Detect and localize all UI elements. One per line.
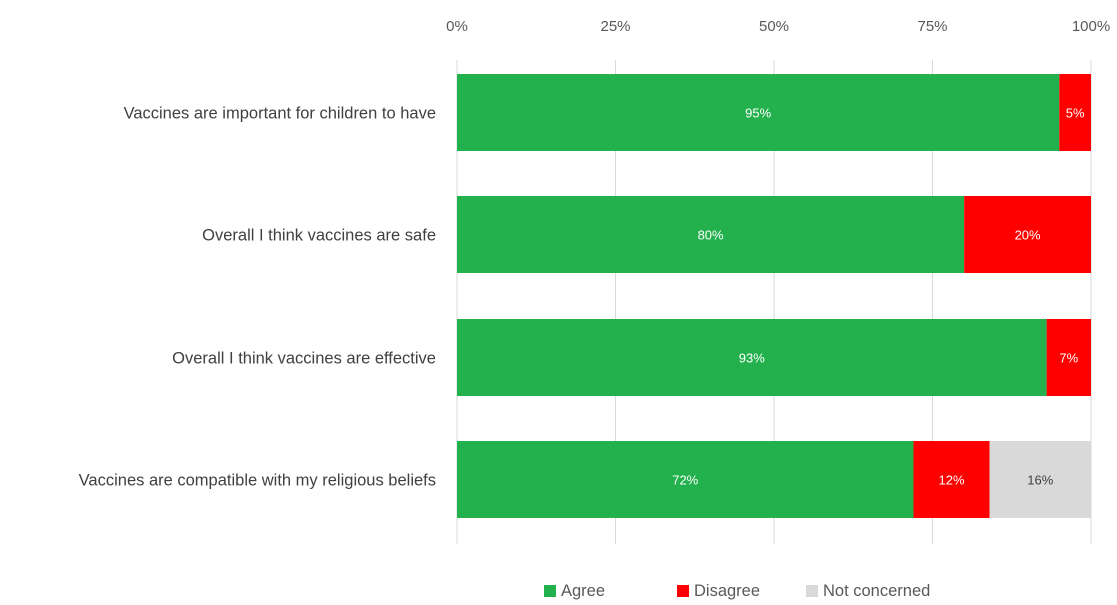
bar-segment-agree — [457, 441, 914, 518]
legend-label: Agree — [561, 582, 605, 600]
bars — [457, 74, 1091, 518]
data-label: 5% — [1066, 106, 1085, 121]
bar-segment-disagree — [913, 441, 990, 518]
bar-segment-agree — [457, 74, 1060, 151]
x-tick-label: 25% — [600, 18, 630, 35]
data-label: 95% — [745, 106, 771, 121]
bar-segment-disagree — [1059, 74, 1091, 151]
data-label: 72% — [672, 473, 698, 488]
x-tick-label: 100% — [1072, 18, 1110, 35]
data-label: 7% — [1059, 351, 1078, 366]
bar-segment-not-concerned — [989, 441, 1091, 518]
bar-segment-agree — [457, 196, 965, 273]
category-label: Vaccines are important for children to h… — [124, 105, 436, 123]
data-label: 20% — [1015, 228, 1041, 243]
legend-swatch — [544, 585, 556, 597]
x-tick-label: 0% — [446, 18, 468, 35]
legend-swatch — [806, 585, 818, 597]
x-axis-ticks: 0% 25% 50% 75% 100% — [446, 18, 1110, 35]
data-label: 80% — [698, 228, 724, 243]
bar-segment-disagree — [964, 196, 1091, 273]
x-tick-label: 75% — [917, 18, 947, 35]
data-label: 93% — [739, 351, 765, 366]
data-label: 12% — [939, 473, 965, 488]
data-label: 16% — [1027, 473, 1053, 488]
data-labels: 95% 5% 80% 20% 93% 7% 72% 12% 16% — [672, 106, 1085, 488]
bar-segment-agree — [457, 319, 1047, 396]
category-label: Overall I think vaccines are effective — [172, 350, 436, 368]
bar-segment-disagree — [1046, 319, 1091, 396]
legend-swatch — [677, 585, 689, 597]
category-labels: Vaccines are important for children to h… — [79, 105, 436, 490]
category-label: Overall I think vaccines are safe — [202, 227, 436, 245]
legend-label: Not concerned — [823, 582, 930, 600]
legend: Agree Disagree Not concerned — [544, 582, 930, 600]
x-tick-label: 50% — [759, 18, 789, 35]
category-label: Vaccines are compatible with my religiou… — [79, 472, 436, 490]
legend-label: Disagree — [694, 582, 760, 600]
